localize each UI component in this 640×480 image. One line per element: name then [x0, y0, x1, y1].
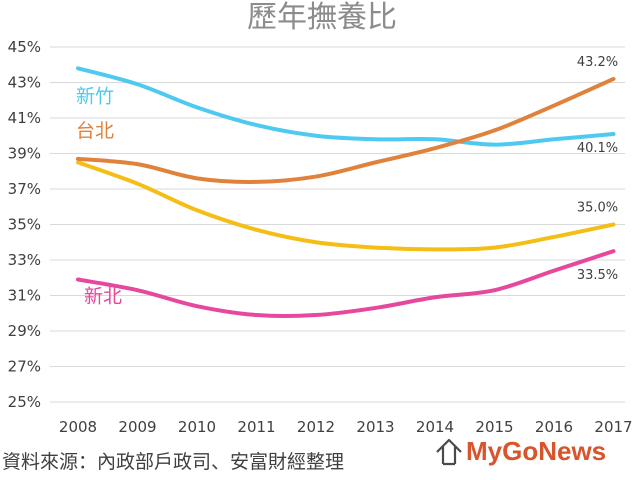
series-name-label: 新北	[84, 286, 122, 308]
y-tick-label: 37%	[8, 180, 41, 198]
end-value-label: 35.0%	[577, 201, 618, 216]
y-tick-label: 45%	[8, 38, 41, 56]
y-tick-label: 35%	[8, 216, 41, 234]
x-tick-label: 2008	[59, 418, 97, 436]
series-line	[76, 66, 616, 147]
x-tick-label: 2009	[118, 418, 156, 436]
series-lines	[76, 66, 616, 319]
x-tick-label: 2012	[297, 418, 335, 436]
y-axis-ticks: 25% 27% 29% 31% 33% 35% 37% 39% 41% 43% 45%	[8, 38, 41, 411]
end-value-label: 33.5%	[577, 268, 618, 283]
chart-title: 歷年撫養比	[247, 0, 397, 35]
data-labels: 40.1% 新竹 43.2% 台北 35.0% 33.5% 新北	[76, 55, 618, 308]
x-tick-label: 2013	[356, 418, 394, 436]
logo-text: MyGoNews	[466, 436, 606, 466]
x-tick-label: 2014	[416, 418, 454, 436]
series-name-label: 台北	[76, 120, 114, 142]
series-line	[76, 249, 616, 319]
mygonews-logo: MyGoNews	[436, 436, 606, 466]
x-tick-label: 2016	[535, 418, 573, 436]
y-tick-label: 43%	[8, 74, 41, 92]
x-tick-label: 2017	[594, 418, 632, 436]
y-tick-label: 33%	[8, 251, 41, 269]
end-value-label: 40.1%	[577, 141, 618, 156]
y-tick-label: 27%	[8, 358, 41, 376]
x-tick-label: 2011	[237, 418, 275, 436]
y-tick-label: 25%	[8, 393, 41, 411]
x-tick-label: 2010	[178, 418, 216, 436]
source-note: 資料來源：內政部戶政司、安富財經整理	[2, 451, 344, 473]
gridlines	[50, 46, 625, 403]
x-axis-ticks: 2008 2009 2010 2011 2012 2013 2014 2015 2016 2017	[59, 418, 633, 436]
end-value-label: 43.2%	[577, 55, 618, 70]
y-tick-label: 31%	[8, 287, 41, 305]
house-roof-icon	[436, 438, 462, 466]
series-name-label: 新竹	[76, 85, 114, 107]
series-line	[76, 76, 616, 184]
y-tick-label: 39%	[8, 145, 41, 163]
y-tick-label: 29%	[8, 322, 41, 340]
y-tick-label: 41%	[8, 109, 41, 127]
series-line	[76, 160, 616, 252]
x-tick-label: 2015	[475, 418, 513, 436]
